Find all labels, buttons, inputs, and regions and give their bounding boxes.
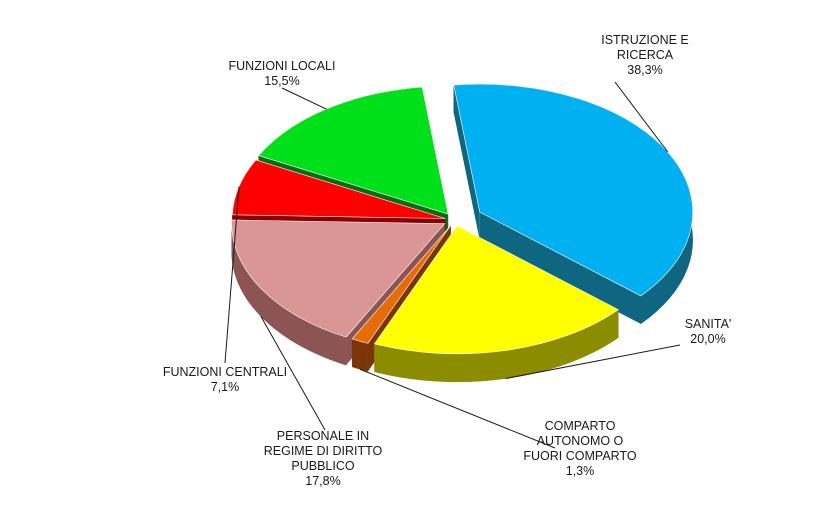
slice-name: REGIME DI DIRITTO (264, 444, 383, 458)
pie-tops (231, 83, 693, 355)
slice-name: COMPARTO (545, 419, 616, 433)
leader-line (281, 87, 327, 110)
pie-slice (232, 159, 446, 219)
slice-name: PUBBLICO (291, 459, 354, 473)
slice-name: FUNZIONI LOCALI (229, 59, 336, 73)
pie-slice (258, 86, 449, 215)
slice-name: PERSONALE IN (277, 429, 369, 443)
slice-name: FUNZIONI CENTRALI (163, 365, 287, 379)
slice-name: SANITA' (685, 317, 732, 331)
leader-line (359, 368, 556, 449)
slice-value: 17,8% (305, 474, 340, 488)
slice-value: 15,5% (264, 74, 299, 88)
leader-line (260, 316, 326, 431)
slice-value: 38,3% (627, 63, 662, 77)
slice-value: 7,1% (211, 380, 240, 394)
pie-slice (351, 225, 451, 344)
leader-line (505, 344, 681, 380)
data-labels: ISTRUZIONE E RICERCA 38,3% SANITA' 20,0% COMP… (163, 33, 731, 488)
pie-slice (231, 219, 446, 338)
slice-name: RICERCA (617, 48, 674, 62)
leader-lines (224, 81, 681, 449)
pie-slice-wall (453, 85, 480, 241)
slice-label: PERSONALE IN REGIME DI DIRITTO PUBBLICO 17,… (264, 429, 383, 488)
pie-slice (373, 225, 619, 355)
slice-label: ISTRUZIONE E RICERCA 38,3% (601, 33, 689, 77)
slice-value: 1,3% (566, 464, 595, 478)
leader-line (224, 186, 240, 364)
slice-label: FUNZIONI CENTRALI 7,1% (163, 365, 287, 394)
slice-label: SANITA' 20,0% (685, 317, 732, 346)
leader-line (614, 81, 669, 153)
slice-label: FUNZIONI LOCALI 15,5% (229, 59, 336, 88)
slice-name: AUTONOMO O (537, 434, 624, 448)
slice-name: FUORI COMPARTO (523, 449, 636, 463)
slice-value: 20,0% (690, 332, 725, 346)
slice-name: ISTRUZIONE E (601, 33, 689, 47)
slice-label: COMPARTO AUTONOMO O FUORI COMPARTO 1,3% (523, 419, 636, 478)
pie-slice-wall (479, 212, 641, 324)
